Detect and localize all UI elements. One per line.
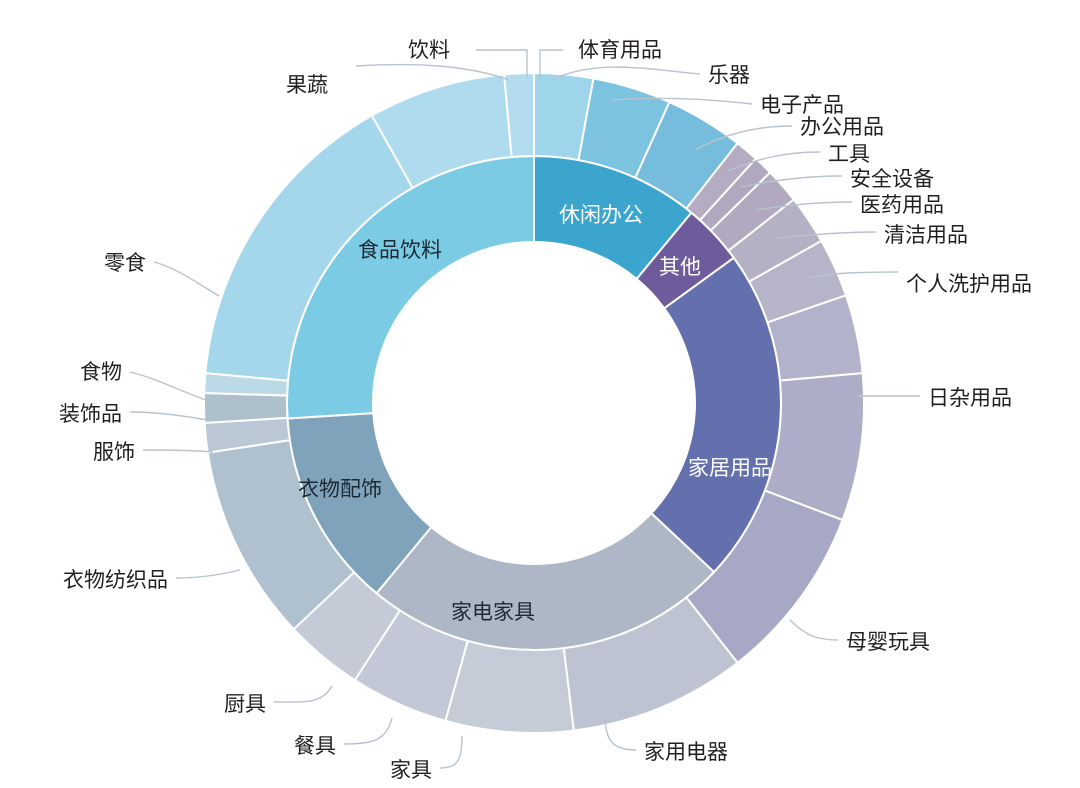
leader-line-bangongyongpin <box>694 125 793 151</box>
leader-line-tiyuyongpin <box>539 49 563 78</box>
leader-lines <box>129 49 920 769</box>
label-lingshi: 零食 <box>104 252 146 275</box>
inner-label-qita: 其他 <box>659 256 701 279</box>
leader-line-jiayongdianqi <box>604 717 637 751</box>
leader-line-gerenxihu <box>805 271 899 279</box>
leader-line-yiyaoyongpin <box>755 201 853 211</box>
outer-ring <box>203 71 866 734</box>
label-gerenxihuyongpin: 个人洗护用品 <box>906 273 1032 296</box>
label-chuju: 厨具 <box>224 693 266 716</box>
label-fushi: 服饰 <box>93 441 135 464</box>
inner-label-jiadianjiaju: 家电家具 <box>451 601 535 624</box>
label-yinliao: 饮料 <box>408 39 450 62</box>
inner-ring-labels: 休闲办公 其他 家居用品 家电家具 衣物配饰 食品饮料 <box>298 204 772 624</box>
outer-segment-饮料[interactable] <box>503 71 535 159</box>
leader-line-lingshi <box>153 261 220 297</box>
label-zhuangshipin: 装饰品 <box>59 403 122 426</box>
leader-line-yinliao <box>476 49 528 78</box>
callout-labels: 饮料 果蔬 体育用品 乐器 电子产品 办公用品 工具 安全设备 医药用品 清洁用… <box>59 39 1032 782</box>
leader-line-qingjieyongpin <box>777 231 877 239</box>
label-yiyaoyongpin: 医药用品 <box>860 194 944 217</box>
inner-label-jiajuyongpin: 家居用品 <box>688 457 772 480</box>
inner-label-shipinyinliao: 食品饮料 <box>358 239 442 262</box>
label-rizayongpin: 日杂用品 <box>928 387 1012 410</box>
label-bangongyongpin: 办公用品 <box>800 116 884 139</box>
label-dianzichanpin: 电子产品 <box>760 94 844 117</box>
leader-line-muyingwanju <box>789 619 839 641</box>
leader-line-yiwufangzhipin <box>175 569 241 579</box>
leader-line-guoshu <box>355 63 510 81</box>
leader-line-jiaju <box>439 735 463 769</box>
label-tiyuyongpin: 体育用品 <box>578 39 662 62</box>
inner-label-xiuxianbangong: 休闲办公 <box>559 204 643 227</box>
leader-line-gongju <box>726 151 821 172</box>
outer-segment-装饰品[interactable] <box>203 392 289 424</box>
label-gongju: 工具 <box>828 143 870 166</box>
label-anquanshebei: 安全设备 <box>850 168 934 191</box>
label-qingjieyongpin: 清洁用品 <box>884 224 968 247</box>
leader-line-leqi <box>551 66 701 81</box>
label-yiwufangzhipin: 衣物纺织品 <box>63 569 168 592</box>
leader-line-shiwu <box>129 371 207 401</box>
leader-line-dianzichanpin <box>611 97 753 105</box>
label-jiaju: 家具 <box>390 759 432 782</box>
leader-line-fushi <box>142 449 214 453</box>
label-jiayongdianqi: 家用电器 <box>644 741 728 764</box>
inner-ring <box>286 155 782 651</box>
leader-line-canju <box>343 717 393 745</box>
label-guoshu: 果蔬 <box>286 74 328 97</box>
leader-line-anquanshebei <box>739 175 843 188</box>
label-canju: 餐具 <box>294 735 336 758</box>
leader-line-zhuangshipin <box>129 411 209 421</box>
label-muyingwanju: 母婴玩具 <box>846 631 930 654</box>
label-shiwu: 食物 <box>80 361 122 384</box>
leader-line-chuju <box>273 685 333 703</box>
label-leqi: 乐器 <box>708 64 750 87</box>
inner-label-yiwupeishi: 衣物配饰 <box>298 478 382 501</box>
